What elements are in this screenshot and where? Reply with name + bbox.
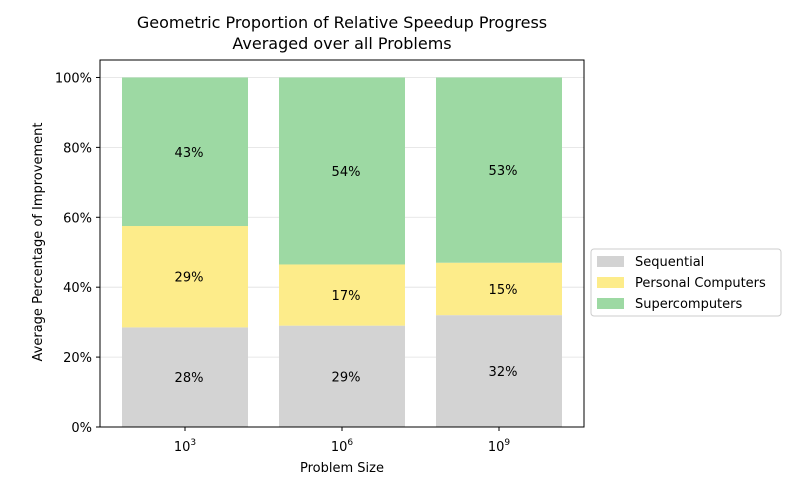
legend: Sequential Personal Computers Supercompute… xyxy=(590,248,782,317)
data-label: 15% xyxy=(489,283,518,298)
y-tick-label: 20% xyxy=(63,351,92,366)
y-tick-label: 60% xyxy=(63,211,92,226)
y-tick-label: 0% xyxy=(71,421,92,436)
data-label: 32% xyxy=(489,365,518,380)
bars xyxy=(122,77,562,427)
bar-segment-sequential xyxy=(436,315,562,427)
data-label: 28% xyxy=(175,371,204,386)
y-tick-label: 40% xyxy=(63,281,92,296)
x-tick-label: 103 xyxy=(174,438,196,455)
bar-segment-personal-computers xyxy=(122,226,248,328)
y-tick-label: 100% xyxy=(55,71,92,86)
x-axis-label: Problem Size xyxy=(300,461,384,476)
legend-frame xyxy=(590,248,782,317)
legend-swatch xyxy=(597,277,624,288)
data-label: 54% xyxy=(332,165,361,180)
legend-swatch xyxy=(597,256,624,267)
chart-title-line-2: Averaged over all Problems xyxy=(232,34,451,53)
bar-segment-supercomputers xyxy=(279,77,405,265)
x-tick-label: 109 xyxy=(488,438,511,455)
bar-segment-personal-computers xyxy=(436,262,562,316)
data-label: 53% xyxy=(489,164,518,179)
y-tick-label: 80% xyxy=(63,141,92,156)
bar-segment-sequential xyxy=(279,325,405,427)
chart-title-line-1: Geometric Proportion of Relative Speedup… xyxy=(137,13,547,32)
y-axis-label: Average Percentage of Improvement xyxy=(31,123,46,362)
data-label: 29% xyxy=(332,370,361,385)
data-label: 29% xyxy=(175,271,204,286)
x-tick-label: 106 xyxy=(331,438,354,455)
legend-swatch xyxy=(597,298,624,309)
legend-label: Supercomputers xyxy=(635,297,742,312)
data-labels: 28% 29% 43% 29% 17% 54% 32% 15% 53% xyxy=(175,146,518,386)
bar-segment-supercomputers xyxy=(436,77,562,263)
bar-segment-personal-computers xyxy=(279,264,405,326)
legend-label: Sequential xyxy=(635,255,704,270)
data-label: 17% xyxy=(332,289,361,304)
legend-label: Personal Computers xyxy=(635,276,766,291)
bar-segment-sequential xyxy=(122,327,248,427)
bar-segment-supercomputers xyxy=(122,77,248,227)
axes: 0% 20% 40% 60% 80% 100% 103 106 109 xyxy=(55,59,585,455)
data-label: 43% xyxy=(175,146,204,161)
